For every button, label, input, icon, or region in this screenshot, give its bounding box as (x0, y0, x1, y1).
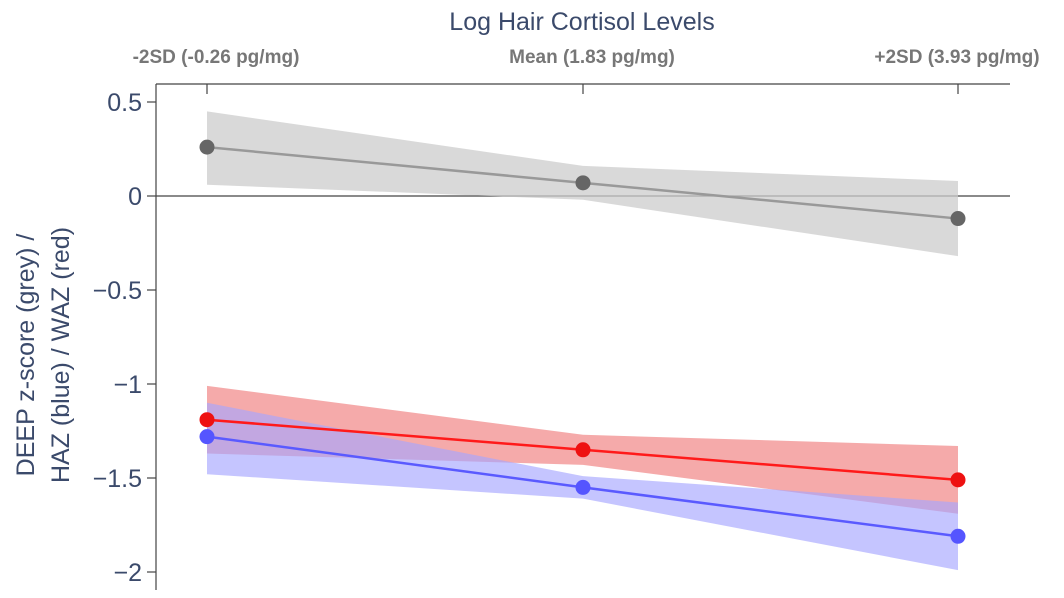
y-axis-title: DEEP z-score (grey) / HAZ (blue) / WAZ (… (12, 227, 75, 483)
y-axis-title-line-2: HAZ (blue) / WAZ (red) (47, 227, 75, 483)
y-axis (147, 84, 157, 590)
y-tick-label: −1 (113, 371, 142, 399)
y-axis-title-line-1: DEEP z-score (grey) / (12, 234, 40, 477)
x-tick-label: +2SD (3.93 pg/mg) (874, 47, 1039, 68)
data-point (950, 211, 966, 227)
data-point (950, 528, 966, 544)
x-tick-label: Mean (1.83 pg/mg) (509, 47, 675, 68)
data-point (199, 429, 215, 445)
data-point (575, 479, 591, 495)
y-tick-label: −2 (113, 559, 142, 587)
y-tick-labels: 0.5 0 −0.5 −1 −1.5 −2 (93, 89, 142, 587)
x-axis-title: Log Hair Cortisol Levels (449, 8, 714, 36)
data-point (575, 442, 591, 458)
data-point (199, 139, 215, 155)
data-point (575, 175, 591, 191)
top-axis (156, 83, 1010, 94)
y-tick-label: −1.5 (93, 465, 142, 493)
y-tick-label: 0 (128, 183, 142, 211)
x-tick-label: -2SD (-0.26 pg/mg) (133, 47, 300, 68)
data-point (199, 412, 215, 428)
x-tick-labels: -2SD (-0.26 pg/mg) Mean (1.83 pg/mg) +2SD … (133, 47, 1040, 68)
y-tick-label: −0.5 (93, 277, 142, 305)
series-markers (199, 139, 966, 544)
data-point (950, 472, 966, 488)
y-tick-label: 0.5 (107, 89, 142, 117)
